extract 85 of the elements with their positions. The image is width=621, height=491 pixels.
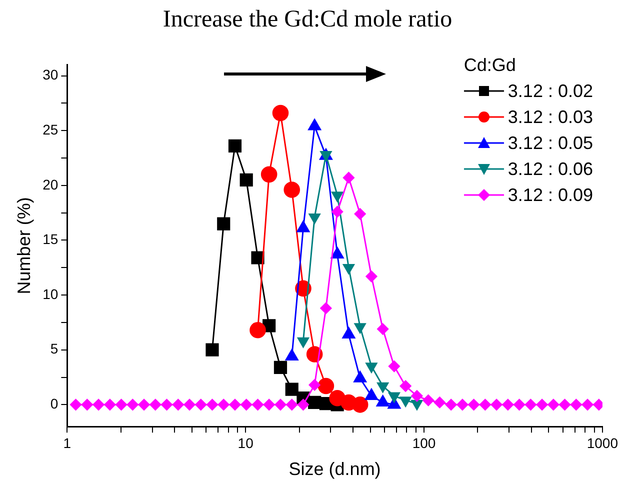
point [342,264,354,274]
legend-label: 3.12 : 0.09 [508,184,593,207]
point [206,343,219,356]
point [240,398,252,410]
point [308,379,320,391]
point [332,206,344,218]
point [218,398,230,410]
point [354,371,367,382]
point [206,398,218,410]
point [228,139,242,152]
point [548,398,560,410]
y-tick-label: 0 [50,396,58,412]
point [352,396,368,413]
point [318,378,334,394]
point [104,398,116,410]
point [263,398,275,410]
y-tick-label: 20 [42,176,58,192]
point [445,398,457,410]
y-tick-label: 10 [42,286,58,302]
point [297,398,309,410]
point [490,398,502,410]
point [342,172,354,184]
point [286,398,298,410]
x-tick-label: 1 [63,434,72,451]
point [582,398,594,410]
point [468,398,480,410]
point [184,398,196,410]
point [388,392,400,402]
point [138,398,150,410]
point [502,398,514,410]
legend-label: 3.12 : 0.03 [508,106,593,129]
x-axis-title: Size (d.nm) [288,459,381,480]
legend-label: 3.12 : 0.05 [508,132,593,155]
y-axis-title: Number (%) [14,197,34,294]
point [250,322,266,338]
point [272,104,289,122]
point [559,398,571,410]
point [240,173,253,186]
point [150,398,162,410]
point [116,398,128,410]
y-tick-label: 5 [50,340,58,357]
point [342,327,356,339]
point [172,398,184,410]
y-tick-label: 25 [42,121,58,138]
legend-title: Cd:Gd [464,54,517,77]
point [434,396,446,408]
point [479,398,491,410]
point [456,398,468,410]
point [229,398,241,410]
point [126,398,138,410]
point [366,270,378,282]
y-tick-label: 15 [42,231,58,248]
legend-label: 3.12 : 0.02 [508,80,593,103]
point [330,247,344,259]
point [217,217,230,230]
point [274,398,286,410]
point [570,398,582,410]
point [320,302,332,314]
point [377,323,389,335]
point [388,360,400,372]
chart-title: Increase the Gd:Cd mole ratio [162,6,452,33]
point [285,382,298,396]
x-tick-label: 10 [238,434,254,451]
point [195,398,207,410]
point [422,394,434,406]
point [376,395,390,407]
point [161,398,172,410]
point [70,398,82,410]
point [252,398,264,410]
point [81,398,93,410]
point [354,208,366,220]
point [524,398,536,410]
point [284,182,300,198]
point [514,398,526,410]
y-tick-label: 30 [42,66,58,83]
point [274,360,288,374]
point [306,346,323,362]
legend-label: 3.12 : 0.06 [508,158,593,181]
x-tick-label: 100 [412,434,436,451]
x-tick-label: 1000 [586,434,618,451]
point [260,166,278,183]
point [400,380,412,392]
point [92,398,104,410]
point [536,398,548,410]
point [411,390,423,402]
